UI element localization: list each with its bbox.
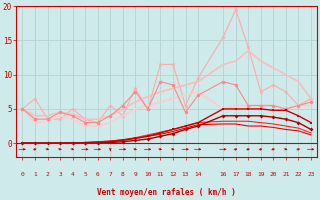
X-axis label: Vent moyen/en rafales ( km/h ): Vent moyen/en rafales ( km/h ) xyxy=(97,188,236,197)
